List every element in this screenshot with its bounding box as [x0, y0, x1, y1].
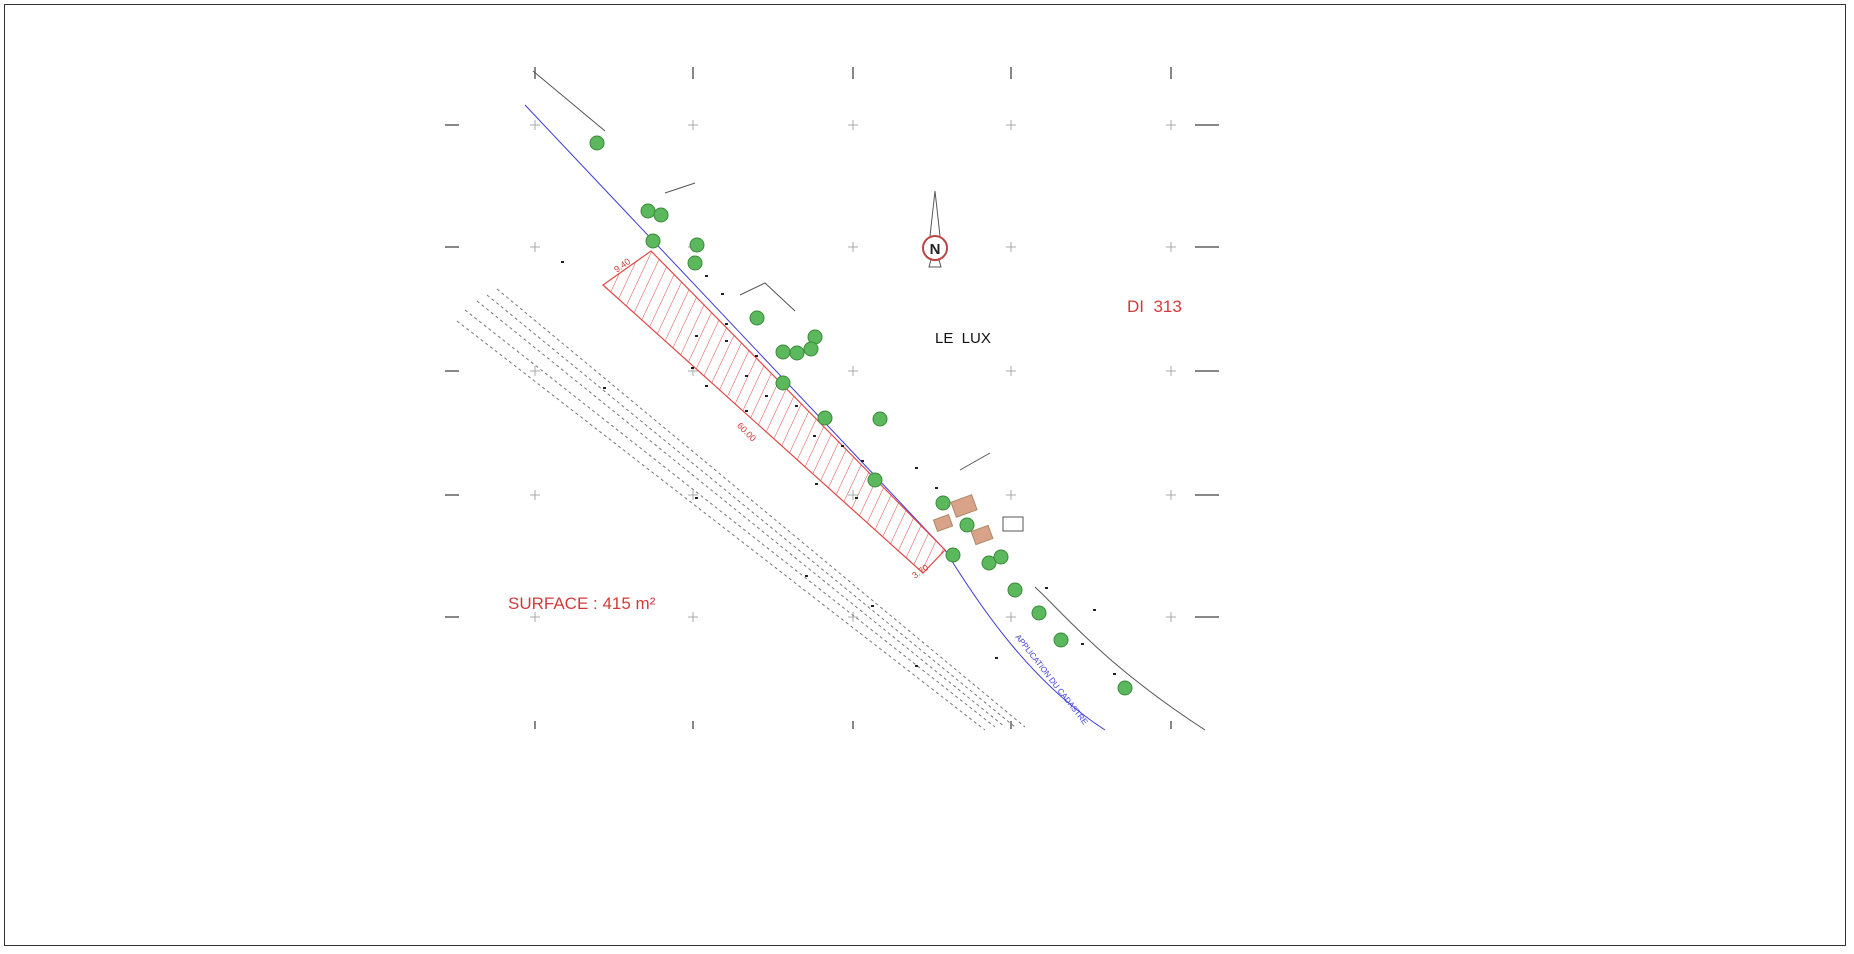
tree-icon — [1031, 605, 1047, 621]
survey-point — [1093, 609, 1096, 611]
tick-mark — [1010, 721, 1012, 729]
tree-icon — [687, 255, 703, 271]
tree-icon — [645, 233, 661, 249]
tick-mark — [1195, 494, 1219, 496]
cadastre-boundary-line — [524, 104, 1106, 731]
tick-mark — [1195, 124, 1219, 126]
tick-mark — [852, 67, 854, 79]
grid-tick-marks — [445, 67, 1219, 729]
parcel-hatched-area — [602, 250, 946, 574]
tree-icon — [775, 375, 791, 391]
locality-label: LE LUX — [935, 330, 991, 347]
tree-icon — [803, 341, 819, 357]
tree-icon — [872, 411, 888, 427]
tick-mark — [1195, 616, 1219, 618]
survey-point — [935, 487, 938, 489]
survey-point — [705, 275, 708, 277]
survey-points — [561, 261, 1116, 675]
survey-point — [705, 385, 708, 387]
tree-icon — [589, 135, 605, 151]
tick-mark — [534, 721, 536, 729]
parcel-id-label: DI 313 — [1127, 297, 1182, 316]
survey-point — [725, 340, 728, 342]
grid-crosses — [530, 120, 1176, 622]
tree-icon — [935, 495, 951, 511]
tick-mark — [1195, 370, 1219, 372]
railway-lines — [456, 288, 1026, 731]
tick-mark — [445, 616, 459, 618]
tree-icon — [959, 517, 975, 533]
tick-mark — [1195, 246, 1219, 248]
tree-icon — [749, 310, 765, 326]
dimension-long: 60.00 — [735, 421, 758, 444]
tick-mark — [1170, 67, 1172, 79]
survey-point — [745, 375, 748, 377]
north-arrow: N — [922, 190, 948, 268]
survey-point — [995, 657, 998, 659]
road-edge-lines — [532, 70, 1206, 731]
survey-point — [813, 435, 816, 437]
tree-icon — [1053, 632, 1069, 648]
survey-point — [1045, 587, 1048, 589]
survey-point — [725, 323, 728, 325]
tick-mark — [692, 67, 694, 79]
survey-point — [1081, 643, 1084, 645]
survey-point — [1113, 673, 1116, 675]
tick-mark — [1010, 67, 1012, 79]
survey-point — [755, 355, 758, 357]
survey-point — [805, 575, 808, 577]
trees — [589, 135, 1133, 696]
tree-icon — [945, 547, 961, 563]
cadastre-note: APPLICATION DU CADASTRE — [1013, 633, 1089, 727]
buildings — [932, 494, 994, 546]
tree-icon — [789, 345, 805, 361]
survey-point — [871, 605, 874, 607]
tick-mark — [692, 721, 694, 729]
tick-mark — [445, 370, 459, 372]
survey-point — [691, 367, 694, 369]
map-frame: N DI 313 LE LUX SURFACE : 415 m² 9.40 60… — [4, 4, 1846, 946]
north-label: N — [930, 241, 941, 258]
survey-point — [721, 293, 724, 295]
survey-point — [745, 410, 748, 412]
survey-point — [915, 467, 918, 469]
cadastral-plan: N DI 313 LE LUX SURFACE : 415 m² 9.40 60… — [445, 67, 1219, 731]
surface-label: SURFACE : 415 m² — [508, 594, 656, 613]
tree-icon — [775, 344, 791, 360]
survey-point — [603, 387, 606, 389]
survey-point — [561, 261, 564, 263]
tick-mark — [852, 721, 854, 729]
tree-icon — [640, 203, 656, 219]
tick-mark — [445, 494, 459, 496]
survey-point — [695, 335, 698, 337]
survey-point — [695, 497, 698, 499]
tick-mark — [445, 246, 459, 248]
tree-icon — [653, 207, 669, 223]
tree-icon — [867, 472, 883, 488]
survey-point — [815, 483, 818, 485]
tree-icon — [993, 549, 1009, 565]
survey-point — [795, 405, 798, 407]
tree-icon — [689, 237, 705, 253]
tree-icon — [817, 410, 833, 426]
tick-mark — [445, 124, 459, 126]
survey-point — [915, 665, 918, 667]
tick-mark — [1170, 721, 1172, 729]
tree-icon — [1117, 680, 1133, 696]
survey-point — [855, 497, 858, 499]
tree-icon — [1007, 582, 1023, 598]
tree-icon — [981, 555, 997, 571]
survey-point — [841, 445, 844, 447]
survey-point — [765, 395, 768, 397]
survey-point — [861, 460, 864, 462]
